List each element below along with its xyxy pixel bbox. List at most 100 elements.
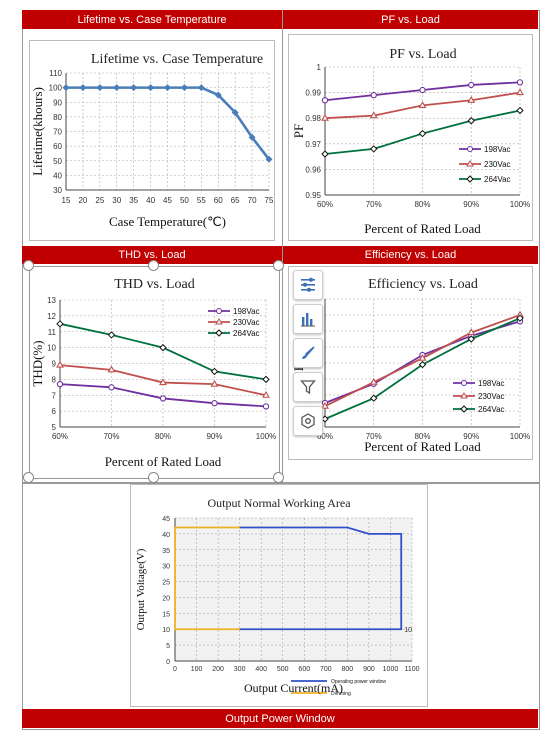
legend-marker bbox=[466, 175, 474, 183]
legend-label: 230Vac bbox=[484, 160, 511, 169]
legend-label: Operating power window bbox=[331, 679, 386, 685]
y-tick-label: 1 bbox=[317, 63, 322, 72]
data-point bbox=[197, 84, 205, 92]
x-tick-label: 100% bbox=[510, 200, 530, 209]
x-axis-label: Case Temperature(℃) bbox=[109, 214, 226, 229]
resize-handle-tm[interactable] bbox=[148, 260, 159, 271]
x-tick-label: 90% bbox=[206, 432, 222, 441]
x-tick-label: 500 bbox=[277, 666, 289, 673]
y-tick-label: 0.98 bbox=[305, 114, 321, 123]
x-tick-label: 0 bbox=[173, 666, 177, 673]
data-point bbox=[418, 129, 427, 138]
data-point bbox=[370, 394, 378, 402]
resize-handle-br[interactable] bbox=[273, 472, 284, 483]
chart-thd[interactable]: THD vs. Load 60% 70% 80% 90% 100% 5 6 7 8 9 10 11 12… bbox=[29, 266, 280, 479]
chart-styles-icon bbox=[301, 313, 315, 327]
y-tick-label: 13 bbox=[47, 296, 56, 305]
y-tick-label: 60 bbox=[53, 142, 62, 151]
x-tick-label: 80% bbox=[155, 432, 171, 441]
settings-hexagon-icon bbox=[301, 413, 315, 429]
header-pf: PF vs. Load bbox=[283, 10, 538, 29]
chart-elements-button[interactable] bbox=[293, 270, 323, 300]
data-point bbox=[79, 84, 87, 92]
x-tick-label: 70% bbox=[103, 432, 119, 441]
x-tick-label: 80% bbox=[414, 432, 430, 441]
data-point bbox=[369, 377, 378, 385]
y-tick-label: 80 bbox=[53, 113, 62, 122]
series-line-198Vac bbox=[59, 383, 267, 408]
data-point bbox=[321, 415, 329, 423]
chart-title: Efficiency vs. Load bbox=[368, 277, 478, 292]
header-lifetime: Lifetime vs. Case Temperature bbox=[22, 10, 282, 29]
chart-pf[interactable]: PF vs. Load 60% 70% 80% 90% 100% 0.95 0.96 0.97… bbox=[288, 34, 533, 241]
chart-window[interactable]: Output Normal Working Area 0 5 10 15 20 25 30 3… bbox=[130, 484, 428, 707]
data-point bbox=[321, 401, 329, 409]
data-point bbox=[210, 379, 219, 387]
legend-marker bbox=[461, 380, 467, 386]
brush-icon bbox=[302, 346, 315, 359]
grid-frame-bottom bbox=[22, 482, 540, 730]
data-point bbox=[418, 101, 427, 108]
chart-eff[interactable]: Efficiency vs. Load 60%70%80%90%100%9119… bbox=[288, 266, 533, 460]
data-point bbox=[370, 92, 377, 99]
legend-marker bbox=[215, 329, 223, 337]
data-point bbox=[418, 353, 427, 361]
data-point bbox=[468, 81, 475, 89]
chart-lifetime[interactable]: Lifetime vs. Case Temperature 30 40 50 60 70… bbox=[29, 40, 275, 241]
legend-marker bbox=[215, 318, 223, 325]
data-point bbox=[214, 91, 222, 99]
y-tick-label: 12 bbox=[47, 312, 56, 321]
chart-brush-button[interactable] bbox=[293, 338, 323, 368]
chart-styles-button[interactable] bbox=[293, 304, 323, 334]
x-tick-label: 900 bbox=[363, 666, 375, 673]
chart-title: Lifetime vs. Case Temperature bbox=[90, 52, 264, 67]
x-tick-label: 60 bbox=[214, 196, 223, 205]
resize-handle-tl[interactable] bbox=[23, 260, 34, 271]
y-tick-label: 20 bbox=[162, 595, 170, 602]
data-point bbox=[248, 133, 256, 141]
x-tick-label: 45 bbox=[163, 196, 172, 205]
resize-handle-bl[interactable] bbox=[23, 472, 34, 483]
data-point bbox=[108, 384, 115, 391]
x-tick-label: 25 bbox=[95, 196, 104, 205]
y-axis-label: Output Voltage(V) bbox=[135, 548, 147, 630]
data-point bbox=[96, 84, 104, 92]
y-tick-label: 0.95 bbox=[305, 191, 321, 200]
x-tick-label: 300 bbox=[234, 666, 246, 673]
data-point bbox=[164, 84, 171, 92]
data-point bbox=[467, 117, 475, 125]
y-tick-label: 110 bbox=[49, 69, 62, 78]
y-tick-label: 10 bbox=[47, 344, 56, 353]
chart-settings-button[interactable] bbox=[293, 406, 323, 436]
chart-title: Output Normal Working Area bbox=[207, 496, 351, 510]
data-point bbox=[107, 331, 116, 339]
legend-marker bbox=[216, 308, 222, 314]
y-tick-label: 90 bbox=[53, 98, 62, 107]
y-tick-label: 40 bbox=[162, 532, 170, 539]
legend-label: 198Vac bbox=[478, 379, 505, 388]
x-tick-label: 40 bbox=[146, 196, 155, 205]
chart-title: PF vs. Load bbox=[389, 47, 457, 62]
annotation-label: 10 bbox=[404, 627, 412, 634]
x-tick-label: 35 bbox=[129, 196, 138, 205]
legend-label: 198Vac bbox=[233, 307, 260, 316]
data-point bbox=[56, 360, 64, 368]
resize-handle-bm[interactable] bbox=[148, 472, 159, 483]
y-tick-label: 5 bbox=[166, 643, 170, 650]
chart-filter-button[interactable] bbox=[293, 372, 323, 402]
resize-handle-tr[interactable] bbox=[273, 260, 284, 271]
data-point bbox=[262, 375, 270, 384]
y-tick-label: 8 bbox=[52, 375, 57, 384]
data-point bbox=[262, 390, 270, 398]
y-tick-label: 40 bbox=[53, 171, 62, 180]
x-tick-label: 100 bbox=[191, 666, 203, 673]
data-point bbox=[159, 395, 167, 402]
data-point bbox=[265, 155, 273, 163]
data-point bbox=[467, 335, 475, 343]
x-tick-label: 80% bbox=[414, 200, 430, 209]
data-point bbox=[211, 400, 218, 407]
x-tick-label: 100% bbox=[256, 432, 276, 441]
chart-toolbar bbox=[293, 270, 323, 438]
x-tick-label: 700 bbox=[320, 666, 332, 673]
y-tick-label: 30 bbox=[162, 564, 170, 571]
